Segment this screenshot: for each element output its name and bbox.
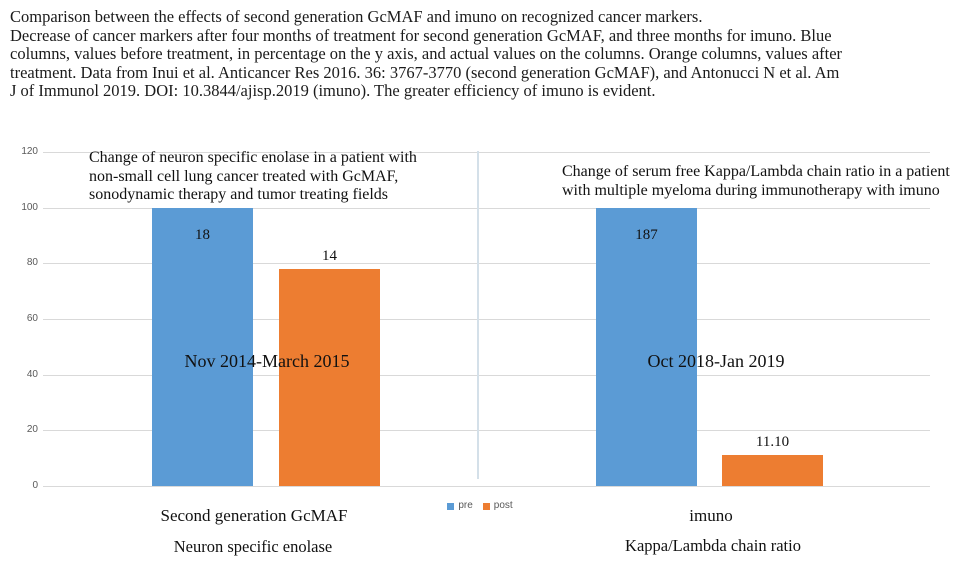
bar-value-label-post-group1: 14 [322, 248, 337, 265]
y-axis-tick-label-20: 20 [26, 424, 38, 436]
annotation-left-panel: Change of neuron specific enolase in a p… [89, 149, 417, 204]
panel-divider-line [477, 151, 479, 479]
marker-label-enolase: Neuron specific enolase [173, 537, 333, 556]
bar-post-group2 [722, 455, 823, 486]
bar-value-label-pre-group2: 187 [635, 226, 658, 243]
legend-label-post: post [493, 500, 513, 511]
gridline-60 [43, 319, 930, 320]
caption-line-1: Comparison between the effects of second… [10, 7, 703, 26]
y-axis-tick-label-60: 60 [26, 313, 38, 324]
bar-value-label-post-group2: 11.10 [755, 434, 790, 451]
legend-swatch-post-icon [482, 502, 490, 510]
chart-legend: pre post [0, 501, 960, 511]
bar-post-group1 [279, 269, 380, 486]
legend-item-post: post [482, 500, 513, 511]
y-axis-tick-label-40: 40 [26, 368, 38, 380]
period-label-left: Nov 2014-March 2015 [184, 351, 350, 371]
y-axis-tick-label-0: 0 [32, 480, 38, 491]
y-axis-tick-label-120: 120 [21, 146, 38, 157]
annotation-right-panel: Change of serum free Kappa/Lambda chain … [562, 163, 950, 199]
bar-pre-group2 [596, 207, 697, 486]
y-axis-tick-label-80: 80 [26, 257, 38, 269]
period-label-right: Oct 2018-Jan 2019 [647, 351, 785, 371]
caption-block: Comparison between the effects of second… [10, 7, 952, 101]
bar-pre-group1 [152, 207, 253, 486]
legend-item-pre: pre [447, 500, 473, 511]
gridline-40 [43, 374, 930, 376]
y-axis-tick-label-100: 100 [21, 201, 38, 213]
gridline-20 [43, 430, 930, 432]
caption-body: Decrease of cancer markers after four mo… [10, 25, 843, 101]
bar-value-label-pre-group1: 18 [195, 226, 210, 243]
category-label-gcmaf: Second generation GcMAF [160, 506, 348, 525]
gridline-0 [43, 486, 930, 487]
gridline-100 [43, 207, 930, 209]
legend-swatch-pre-icon [447, 502, 455, 510]
legend-label-pre: pre [458, 500, 473, 511]
gridline-80 [43, 263, 930, 265]
gridline-120 [43, 152, 930, 153]
marker-label-kappa-lambda: Kappa/Lambda chain ratio [625, 536, 801, 555]
category-label-imuno: imuno [689, 506, 733, 525]
